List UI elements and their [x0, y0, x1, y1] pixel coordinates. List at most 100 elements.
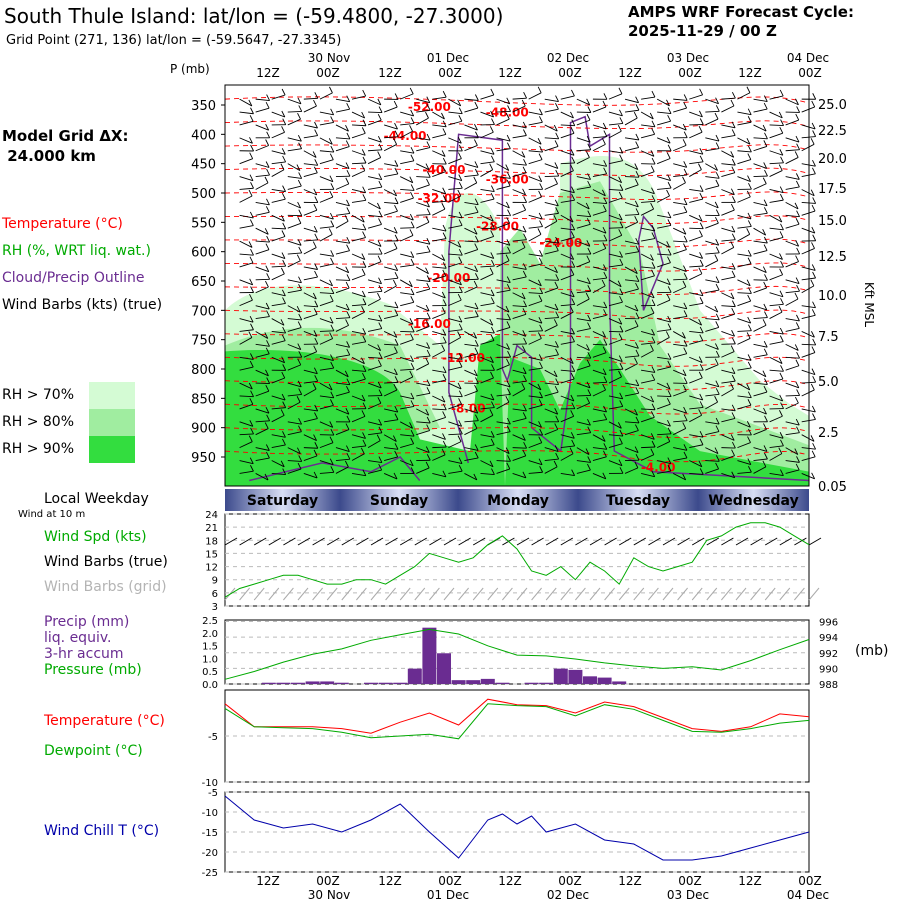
- wind-barb: [480, 214, 494, 222]
- legend-rh90: RH > 90%: [2, 441, 75, 457]
- wind-barb-flag: [410, 221, 415, 228]
- wind-barb-flag: [746, 228, 751, 235]
- wind-barb: [480, 169, 493, 177]
- wind-barb-flag: [314, 196, 319, 203]
- wind-barb: [367, 402, 382, 410]
- wind-barb-flag: [570, 290, 575, 298]
- wind-chill-tick-label: -15: [202, 828, 218, 839]
- wind-barb-flag: [521, 151, 526, 158]
- wind-barb-flag: [264, 422, 269, 429]
- wind-barb-flag: [489, 460, 494, 467]
- wind-barb: [512, 351, 526, 358]
- wind-barb-flag: [731, 367, 736, 374]
- wind-barb-flag: [618, 87, 623, 95]
- wind-barb: [400, 301, 414, 307]
- wind-barb-flag: [394, 167, 399, 175]
- wind-barb: [335, 220, 349, 229]
- wind-barb-flag: [473, 332, 478, 339]
- wind-barb: [737, 196, 751, 203]
- wind-barb: [432, 446, 447, 449]
- wind-barb: [721, 247, 734, 255]
- wind-barb: [303, 239, 318, 242]
- wind-barb: [271, 415, 285, 423]
- wind-barb: [785, 290, 800, 294]
- wind-barb-flag: [667, 286, 672, 293]
- temperature-contour-label: -12.00: [442, 351, 485, 365]
- time-tick-top: 00Z: [558, 66, 582, 80]
- wind-barb-flag: [474, 161, 479, 168]
- wind-barb: [785, 279, 800, 285]
- wind-barb-flag: [746, 332, 751, 339]
- precip-bar: [437, 653, 451, 684]
- wind-barb: [560, 111, 574, 119]
- wind-barb-flag: [249, 420, 254, 427]
- wind-barb: [576, 365, 591, 371]
- temperature-contour: [224, 427, 810, 438]
- wind-barb-flag: [683, 101, 688, 109]
- wind-barb-flag: [266, 310, 270, 317]
- wind-barb: [480, 150, 495, 155]
- wind-barb: [255, 211, 270, 216]
- wind-barb-flag: [474, 243, 479, 250]
- wind-barb: [480, 94, 494, 100]
- wind-barb: [544, 220, 558, 229]
- wind-barb: [592, 143, 606, 152]
- wind-barb-flag: [378, 419, 383, 426]
- wind-barb: [399, 279, 413, 288]
- wind-barb: [528, 176, 542, 183]
- wind-barb: [560, 453, 574, 461]
- wind-barb-true: [239, 537, 252, 546]
- wind-barb-flag: [538, 212, 543, 220]
- wind-barb-flag: [682, 176, 686, 183]
- wind-barb: [753, 98, 768, 102]
- wind-barb-flag: [698, 126, 703, 133]
- wind-barb: [560, 227, 575, 231]
- wind-barb-flag: [619, 221, 624, 228]
- wind-barb: [673, 278, 688, 281]
- wind-barb-flag: [746, 86, 751, 93]
- wind-barb: [480, 265, 495, 268]
- wind-barb: [400, 292, 415, 296]
- wind-barb-flag: [297, 112, 301, 120]
- wind-barb-flag: [603, 413, 608, 420]
- wind-barb-flag: [360, 447, 365, 454]
- date-label-top: 04 Dec: [787, 51, 829, 65]
- wind-barb-flag: [522, 367, 527, 374]
- wind-barb: [319, 263, 334, 268]
- wind-barb: [255, 145, 269, 152]
- wind-barb-flag: [281, 393, 286, 401]
- wind-barb-flag: [378, 389, 383, 396]
- wind-barb-flag: [265, 280, 269, 288]
- wind-barb: [367, 98, 382, 106]
- wind-barb-flag: [811, 472, 816, 479]
- wind-barb: [432, 111, 445, 120]
- wind-barb-flag: [392, 435, 397, 442]
- wind-barb-flag: [601, 138, 606, 145]
- wind-barb-flag: [426, 178, 430, 186]
- wind-barb-flag: [410, 296, 415, 303]
- wind-barb: [239, 356, 254, 360]
- wind-barb: [448, 98, 461, 107]
- wind-barb: [737, 92, 751, 100]
- wind-barb: [480, 407, 495, 410]
- wind-barb: [384, 124, 398, 130]
- wind-barb-flag: [650, 433, 655, 440]
- wind-barb-grid: [239, 587, 250, 601]
- wind-barb-true: [662, 537, 676, 546]
- wind-barb-flag: [393, 368, 398, 375]
- wind-barb-flag: [264, 332, 269, 339]
- wind-barb-flag: [474, 168, 479, 176]
- wind-barb-flag: [667, 219, 672, 226]
- wind-barb-flag: [360, 215, 365, 223]
- wind-barb-flag: [763, 244, 768, 251]
- wind-barb-flag: [314, 263, 319, 270]
- wind-barb-grid: [808, 587, 820, 601]
- wind-barb-flag: [298, 388, 303, 395]
- wind-barb-flag: [619, 362, 624, 370]
- wind-barb-flag: [746, 421, 751, 428]
- time-tick-bottom: 00Z: [316, 874, 340, 888]
- wind-barb: [592, 331, 606, 338]
- wind-barb-flag: [346, 236, 351, 244]
- wind-barb-flag: [458, 107, 463, 114]
